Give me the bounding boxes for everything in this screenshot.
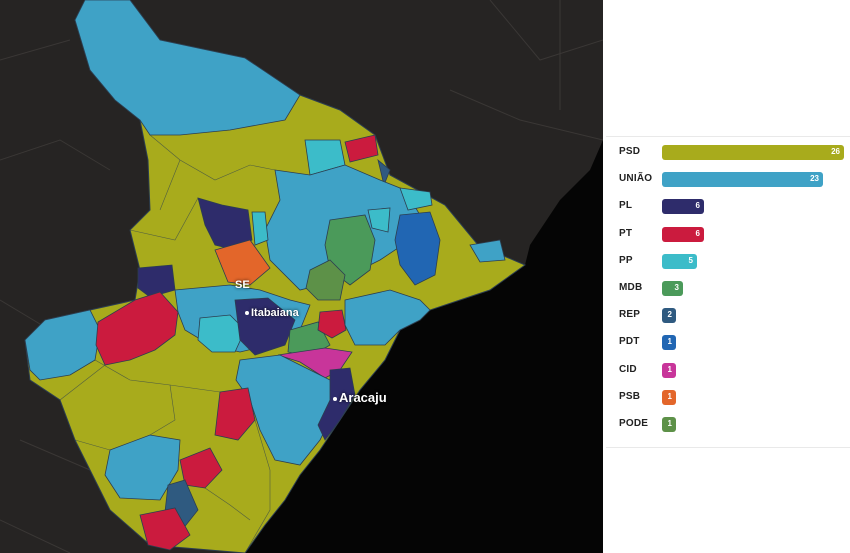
legend-row-psd[interactable]: PSD 26 — [606, 143, 850, 163]
legend-row-pl[interactable]: PL 6 — [606, 197, 850, 217]
party-bar: 2 — [662, 308, 676, 324]
municipality-pl-aracaju[interactable] — [317, 367, 356, 441]
party-label: MDB — [619, 282, 643, 293]
municipality-pp-center[interactable] — [367, 207, 391, 233]
election-map[interactable]: SE Itabaiana Aracaju — [0, 0, 603, 553]
municipality-pl-itabaiana[interactable] — [234, 297, 296, 356]
legend-row-rep[interactable]: REP 2 — [606, 306, 850, 326]
legend-row-pt[interactable]: PT 6 — [606, 225, 850, 245]
city-name: Aracaju — [339, 390, 387, 405]
party-label: PSD — [619, 146, 641, 157]
legend-row-cid[interactable]: CID 1 — [606, 361, 850, 381]
city-name: Itabaiana — [251, 307, 299, 319]
municipality-uniao-center-east[interactable] — [344, 289, 431, 346]
party-bar: 1 — [662, 362, 676, 378]
municipality-pp-itabaiana[interactable] — [197, 314, 246, 353]
party-label: PP — [619, 254, 633, 266]
municipality-pdt-east[interactable] — [394, 211, 441, 286]
municipality-pode-center[interactable] — [305, 259, 346, 301]
municipality-regions — [24, 0, 506, 551]
party-bar: 1 — [662, 417, 676, 432]
party-count: 23 — [810, 174, 819, 184]
state-label: SE — [235, 279, 250, 291]
party-count: 6 — [695, 228, 700, 238]
party-label: CID — [619, 363, 637, 375]
party-count: 1 — [667, 337, 672, 347]
municipality-psb-center[interactable] — [214, 239, 271, 286]
municipality-pl-west[interactable] — [137, 264, 176, 298]
party-count: 1 — [667, 391, 672, 401]
party-label: PT — [619, 227, 633, 239]
legend-row-pp[interactable]: PP 5 — [606, 252, 850, 272]
party-bar: 1 — [662, 389, 676, 405]
party-count: 1 — [667, 419, 672, 428]
party-label: PDT — [619, 336, 640, 348]
municipality-uniao-north[interactable] — [74, 0, 301, 136]
city-label-aracaju[interactable]: Aracaju — [333, 390, 387, 405]
party-label: PSB — [619, 390, 641, 402]
city-marker-icon — [245, 311, 249, 316]
legend-row-psb[interactable]: PSB 1 — [606, 388, 850, 408]
party-bar: 6 — [662, 199, 704, 215]
municipality-pt-far-south[interactable] — [139, 507, 191, 551]
legend-top-divider — [606, 136, 850, 137]
municipality-pt-north[interactable] — [344, 134, 379, 163]
legend-row-pode[interactable]: PODE 1 — [606, 415, 850, 435]
party-count: 26 — [831, 147, 840, 156]
party-label: PL — [619, 200, 633, 212]
internal-borders — [59, 134, 276, 553]
party-bar: 6 — [662, 226, 704, 242]
legend-row-mdb[interactable]: MDB 3 — [606, 279, 850, 299]
party-bar: 23 — [662, 172, 823, 188]
party-label: UNIÃO — [619, 173, 653, 185]
map-canvas — [0, 0, 603, 553]
party-count: 2 — [667, 310, 672, 320]
party-count: 5 — [688, 255, 693, 265]
party-bar: 1 — [662, 335, 676, 351]
party-bar: 3 — [662, 281, 683, 296]
municipality-rep-north[interactable] — [377, 158, 391, 187]
neighbor-boundaries — [0, 0, 603, 553]
party-count: 6 — [695, 201, 700, 211]
legend-row-união[interactable]: UNIÃO 23 — [606, 170, 850, 190]
municipality-pt-south[interactable] — [214, 387, 256, 441]
municipality-pp-northeast[interactable] — [399, 187, 433, 211]
city-label-itabaiana[interactable]: Itabaiana — [245, 307, 299, 319]
city-marker-icon — [333, 396, 337, 401]
legend-bottom-divider — [606, 447, 850, 448]
sea-area — [245, 140, 603, 553]
municipality-pp-west[interactable] — [251, 211, 269, 246]
party-count: 3 — [674, 283, 679, 292]
legend-row-pdt[interactable]: PDT 1 — [606, 333, 850, 353]
party-label: PODE — [619, 418, 649, 429]
municipality-pt-center[interactable] — [317, 309, 347, 339]
municipality-uniao-east[interactable] — [469, 239, 506, 263]
party-bar: 5 — [662, 253, 697, 269]
municipality-pt-west[interactable] — [95, 291, 179, 366]
party-count: 1 — [667, 364, 672, 374]
party-bar: 26 — [662, 145, 844, 160]
party-label: REP — [619, 309, 641, 321]
